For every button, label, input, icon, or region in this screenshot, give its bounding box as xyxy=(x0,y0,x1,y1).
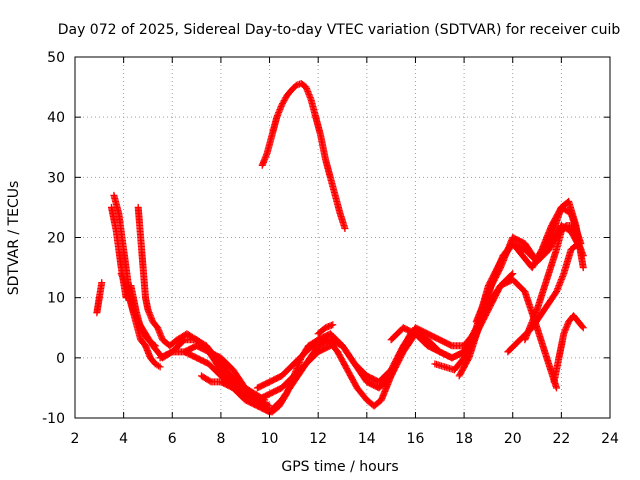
data-point xyxy=(278,101,286,109)
series-track-q xyxy=(521,221,585,344)
data-point xyxy=(279,98,287,106)
x-tick-label: 18 xyxy=(455,431,473,447)
y-tick-label: 10 xyxy=(47,291,65,307)
data-point xyxy=(579,264,587,272)
data-point xyxy=(279,100,287,108)
data-point xyxy=(156,363,164,371)
y-tick-label: 20 xyxy=(47,231,65,247)
series-track-k xyxy=(314,321,337,338)
y-tick-label: 30 xyxy=(47,170,65,186)
x-tick-label: 22 xyxy=(552,431,570,447)
x-axis-label: GPS time / hours xyxy=(281,459,398,475)
y-tick-label: 0 xyxy=(56,351,65,367)
series-track-c xyxy=(110,191,274,410)
data-point xyxy=(553,384,560,392)
y-tick-labels: -10 0 10 20 30 40 50 xyxy=(42,50,65,427)
data-point xyxy=(579,324,587,332)
data-point xyxy=(154,362,162,370)
series-track-r xyxy=(550,312,587,386)
data-point xyxy=(281,95,289,103)
y-axis-label: SDTVAR / TECUs xyxy=(6,181,22,296)
y-tick-label: 50 xyxy=(47,50,65,66)
series-track-d xyxy=(117,270,164,371)
tick-marks xyxy=(74,56,611,419)
series-track-o xyxy=(472,197,587,326)
data-point xyxy=(98,279,106,287)
x-tick-label: 16 xyxy=(407,431,425,447)
x-tick-label: 8 xyxy=(216,431,225,447)
data-point xyxy=(329,321,337,329)
series-track-p xyxy=(504,240,587,356)
data-marks xyxy=(93,79,587,416)
data-point xyxy=(280,97,288,105)
series-track-j xyxy=(258,79,349,232)
chart-title: Day 072 of 2025, Sidereal Day-to-day VTE… xyxy=(58,22,621,38)
y-tick-label: -10 xyxy=(42,411,65,427)
x-tick-label: 6 xyxy=(168,431,177,447)
series-track-b xyxy=(107,203,159,350)
x-tick-label: 10 xyxy=(261,431,279,447)
data-point xyxy=(579,252,587,260)
x-tick-label: 4 xyxy=(119,431,128,447)
x-tick-label: 24 xyxy=(601,431,619,447)
x-tick-label: 2 xyxy=(71,431,80,447)
data-point xyxy=(509,270,517,278)
data-point xyxy=(341,224,349,232)
x-tick-label: 14 xyxy=(358,431,376,447)
x-tick-label: 20 xyxy=(504,431,522,447)
x-tick-label: 12 xyxy=(309,431,327,447)
data-point xyxy=(577,246,585,254)
y-tick-label: 40 xyxy=(47,110,65,126)
data-point xyxy=(578,323,586,331)
series-track-a xyxy=(93,279,106,317)
x-tick-labels: 2 4 6 8 10 12 14 16 18 20 22 24 xyxy=(71,431,619,447)
data-point xyxy=(206,377,214,385)
